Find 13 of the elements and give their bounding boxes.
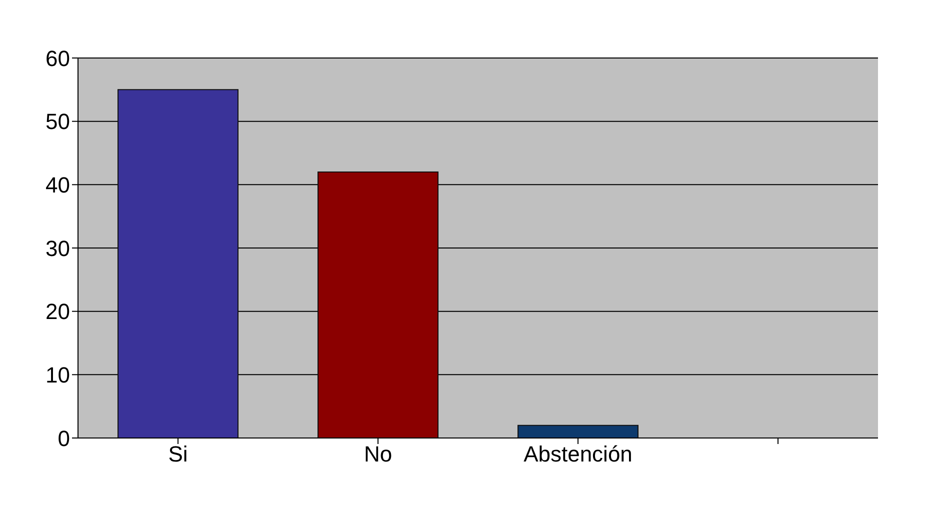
x-tick-label: No — [364, 442, 392, 467]
bar — [118, 89, 238, 438]
x-tick-label: Si — [168, 442, 188, 467]
bar — [518, 424, 638, 438]
y-tick-label: 50 — [46, 109, 70, 134]
y-tick-label: 30 — [46, 236, 70, 261]
bar — [318, 172, 438, 438]
x-tick-label: Abstención — [524, 442, 632, 467]
y-tick-label: 60 — [46, 46, 70, 71]
y-tick-label: 20 — [46, 299, 70, 324]
y-tick-label: 40 — [46, 172, 70, 198]
y-tick-label: 0 — [58, 426, 70, 451]
y-tick-label: 10 — [46, 362, 70, 388]
